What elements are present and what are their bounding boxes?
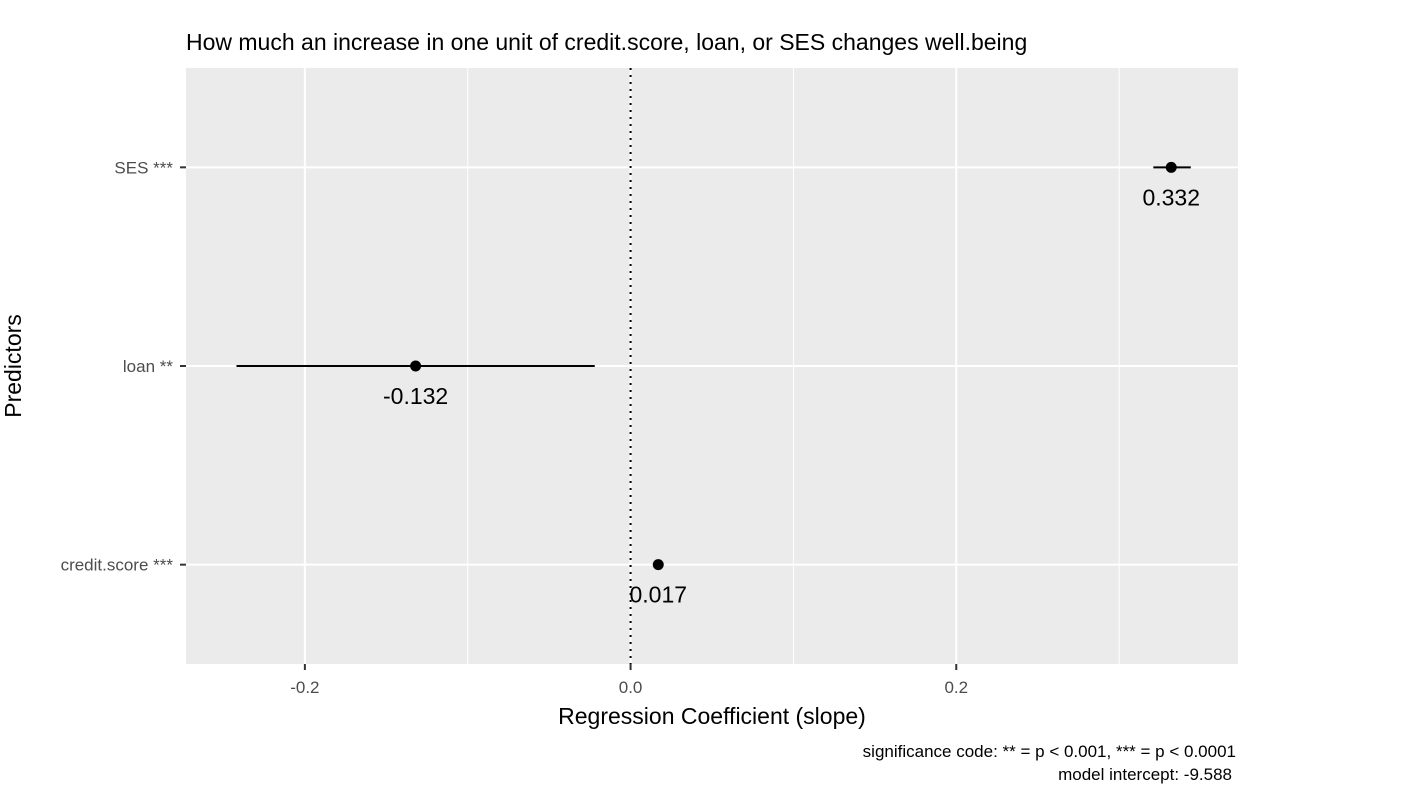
x-tick-label: 0.2 bbox=[944, 678, 968, 697]
y-tick-label: credit.score *** bbox=[61, 556, 174, 575]
y-tick-label: SES *** bbox=[114, 158, 173, 177]
x-axis-title: Regression Coefficient (slope) bbox=[558, 703, 866, 729]
coefficient-marks: 0.017 -0.132 0.332 bbox=[236, 161, 1200, 608]
x-tick-label: 0.0 bbox=[619, 678, 643, 697]
chart-title: How much an increase in one unit of cred… bbox=[186, 29, 1027, 55]
y-tick-label: loan ** bbox=[123, 357, 173, 376]
y-axis-title: Predictors bbox=[0, 314, 26, 418]
value-label: 0.017 bbox=[629, 582, 687, 608]
value-label: 0.332 bbox=[1142, 184, 1200, 210]
estimate-point bbox=[410, 360, 422, 372]
x-tick-label: -0.2 bbox=[290, 678, 319, 697]
x-axis: -0.2 0.0 0.2 bbox=[290, 664, 968, 697]
estimate-point bbox=[652, 559, 664, 571]
caption-intercept: model intercept: -9.588 bbox=[1058, 765, 1232, 784]
value-label: -0.132 bbox=[383, 383, 448, 409]
y-axis: credit.score *** loan ** SES *** bbox=[61, 158, 186, 575]
estimate-point bbox=[1165, 161, 1177, 173]
caption-significance: significance code: ** = p < 0.001, *** =… bbox=[863, 742, 1236, 761]
